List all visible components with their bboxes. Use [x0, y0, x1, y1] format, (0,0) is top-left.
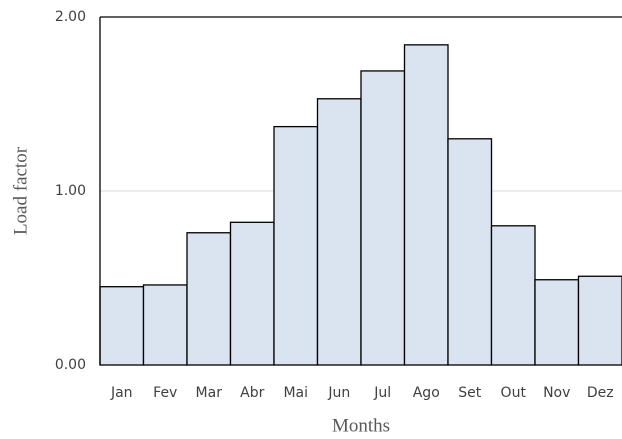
x-tick-label: Set — [458, 385, 482, 401]
bar — [360, 70, 406, 366]
y-tick-label: 2.00 — [55, 9, 86, 25]
x-tick-label: Mai — [283, 385, 308, 401]
x-tick-label: Fev — [153, 385, 177, 401]
x-tick-label: Jul — [373, 385, 391, 401]
x-axis-title: Months — [332, 415, 390, 436]
x-tick-label: Dez — [587, 385, 614, 401]
x-tick-label: Ago — [413, 385, 440, 401]
bar — [229, 221, 275, 366]
bar — [577, 275, 622, 366]
bar — [490, 225, 536, 366]
bar — [273, 125, 319, 366]
x-tick-label: Jan — [110, 385, 133, 401]
x-tick-label: Jun — [327, 385, 350, 401]
x-tick-label: Out — [501, 385, 527, 401]
bar — [186, 232, 232, 366]
x-tick-label: Abr — [240, 385, 264, 401]
bar — [534, 279, 580, 366]
y-axis-title: Load factor — [10, 146, 31, 235]
bar — [403, 44, 449, 366]
y-tick-label: 1.00 — [55, 183, 86, 199]
bar — [142, 284, 188, 366]
bar — [316, 98, 362, 366]
bar — [447, 138, 493, 366]
y-tick-label: 0.00 — [55, 357, 86, 373]
bar — [99, 286, 145, 366]
x-tick-label: Nov — [543, 385, 570, 401]
x-tick-label: Mar — [196, 385, 223, 401]
